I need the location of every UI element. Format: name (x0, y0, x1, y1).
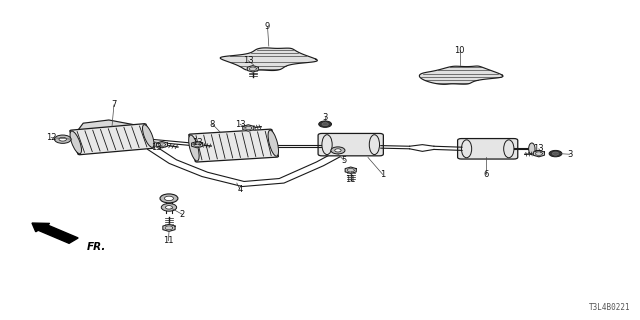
Polygon shape (220, 48, 317, 70)
Circle shape (549, 150, 562, 157)
Polygon shape (74, 120, 144, 142)
Text: 4: 4 (237, 185, 243, 194)
Polygon shape (533, 150, 545, 157)
Polygon shape (247, 66, 259, 72)
Polygon shape (345, 167, 356, 173)
Text: 11: 11 (346, 175, 356, 184)
Text: 12: 12 (46, 133, 56, 142)
Text: 13: 13 (534, 144, 544, 153)
Circle shape (59, 137, 67, 141)
Text: 11: 11 (163, 236, 173, 245)
FancyArrow shape (32, 223, 78, 243)
Circle shape (552, 152, 559, 155)
Text: 8: 8 (210, 120, 215, 129)
Ellipse shape (268, 130, 278, 156)
Text: 5: 5 (342, 156, 347, 165)
Text: 13: 13 (243, 56, 253, 65)
Circle shape (160, 194, 178, 203)
Ellipse shape (529, 143, 535, 155)
Text: 9: 9 (265, 22, 270, 31)
Circle shape (335, 149, 341, 152)
Circle shape (319, 121, 332, 127)
Polygon shape (191, 141, 203, 148)
Text: T3L4B0221: T3L4B0221 (589, 303, 630, 312)
FancyBboxPatch shape (70, 124, 154, 155)
Circle shape (54, 135, 71, 143)
Text: 1: 1 (380, 170, 385, 179)
FancyBboxPatch shape (318, 133, 383, 156)
Text: FR.: FR. (86, 242, 106, 252)
FancyBboxPatch shape (189, 129, 278, 162)
Circle shape (331, 147, 345, 154)
Polygon shape (419, 66, 503, 84)
Polygon shape (156, 141, 168, 148)
Text: 7: 7 (111, 100, 116, 109)
Text: 13: 13 (152, 143, 162, 152)
Text: 3: 3 (567, 150, 572, 159)
Circle shape (166, 206, 172, 209)
Circle shape (322, 123, 328, 126)
Text: 2: 2 (180, 210, 185, 219)
Ellipse shape (143, 125, 154, 147)
Ellipse shape (189, 135, 199, 161)
Text: 3: 3 (323, 113, 328, 122)
Text: 13: 13 (235, 120, 245, 129)
Polygon shape (243, 125, 254, 131)
Text: 13: 13 (192, 138, 202, 147)
Text: 10: 10 (454, 46, 465, 55)
Circle shape (164, 196, 173, 201)
FancyBboxPatch shape (458, 139, 518, 159)
Text: 6: 6 (484, 170, 489, 179)
Circle shape (161, 204, 177, 211)
Ellipse shape (70, 131, 81, 154)
Polygon shape (163, 224, 175, 231)
